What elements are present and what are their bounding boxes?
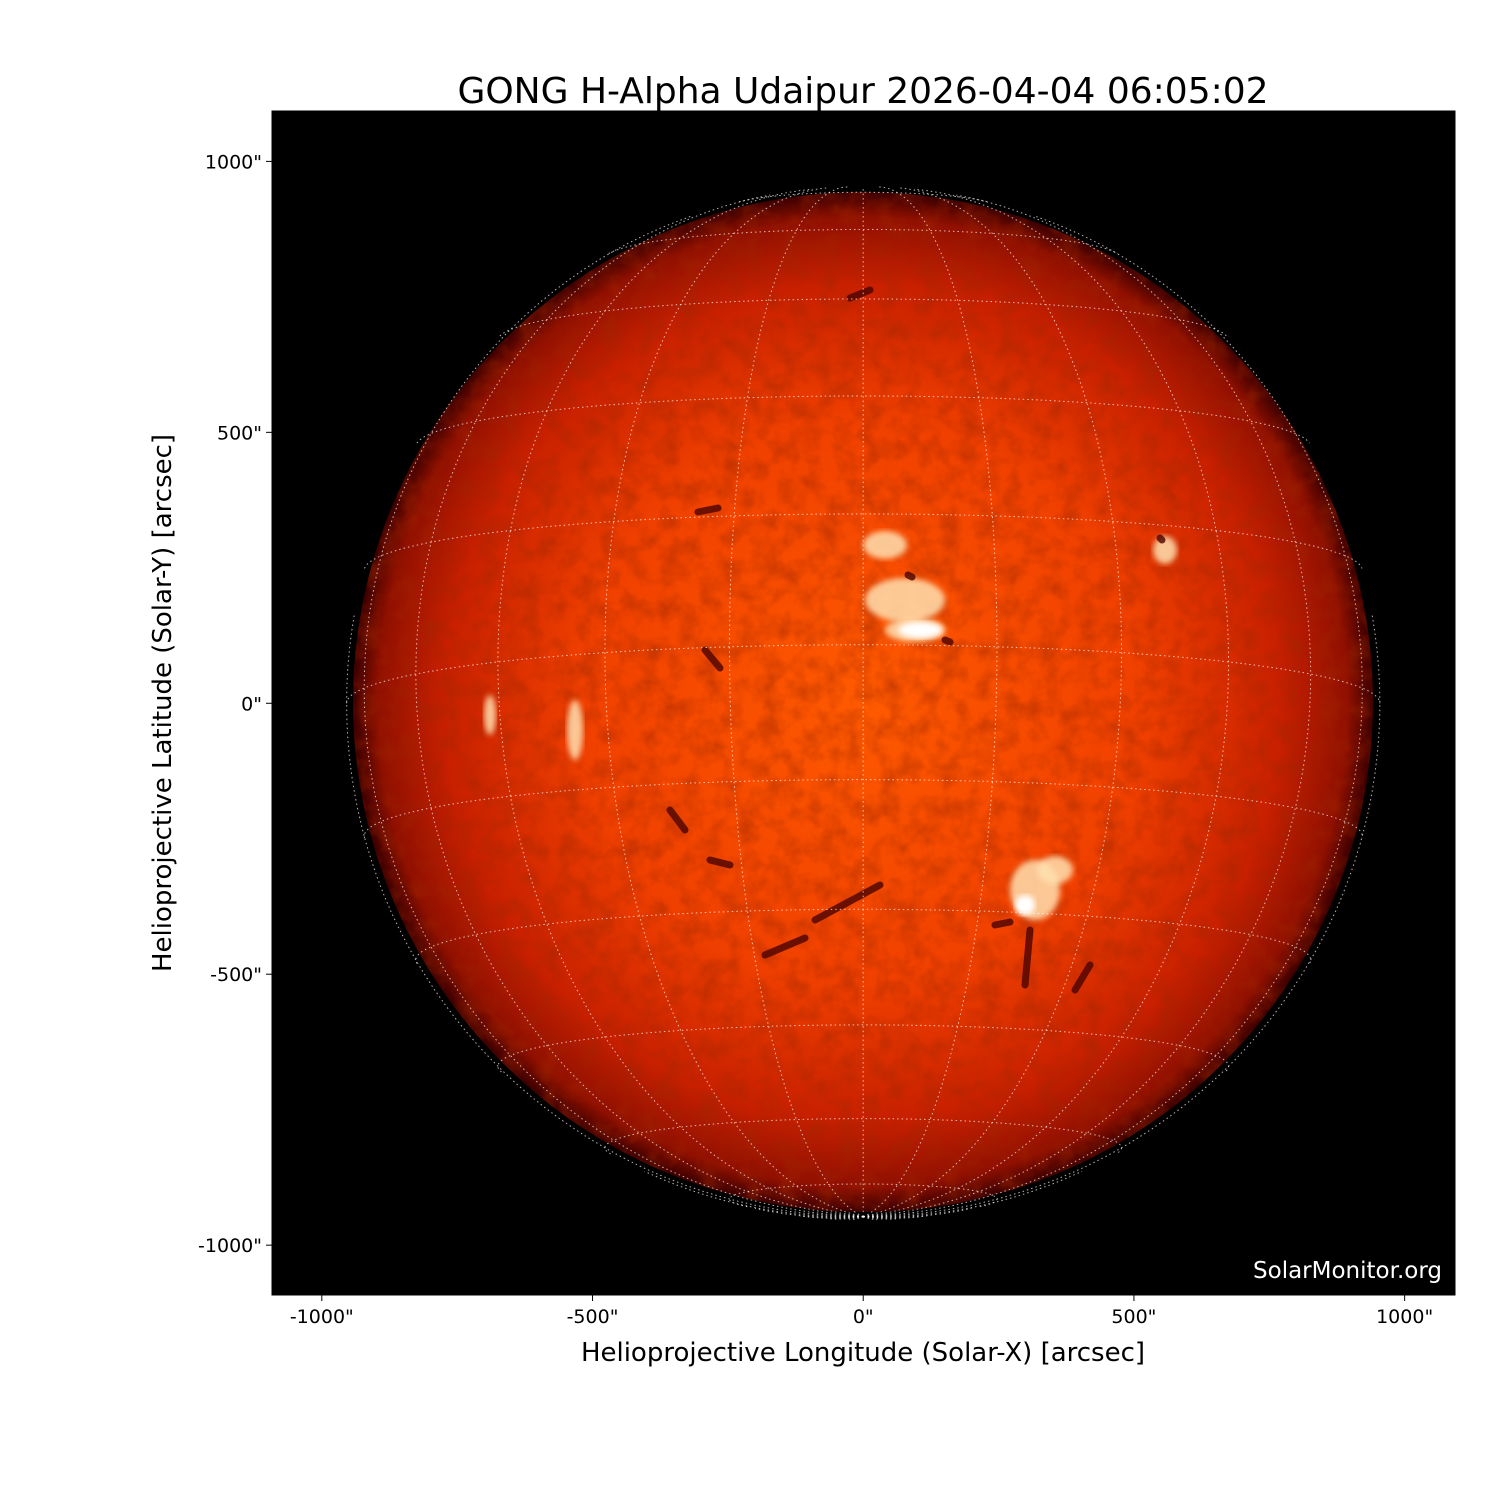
longitude-line [604,187,864,1218]
solar-disk [353,192,1373,1212]
longitude-line [497,188,864,1218]
y-tick-label: 1000" [205,151,262,173]
longitude-line [863,194,1312,1218]
filament [904,571,916,581]
longitude-line [644,1170,864,1218]
filament [1021,926,1034,989]
x-tick-label: 0" [853,1306,874,1328]
x-tick-label: 500" [1111,1306,1156,1328]
longitude-line [827,1216,864,1220]
longitude-line [863,188,1230,1218]
y-axis-label: Helioprojective Latitude (Solar-Y) [arcs… [148,434,178,972]
latitude-line [497,1024,1230,1073]
filament [666,806,689,834]
longitude-line [415,194,864,1218]
filament [761,934,809,959]
filament [811,881,884,924]
filament [941,636,954,646]
latitude-line [499,298,1227,337]
longitude-line [363,215,864,1218]
longitude-line [754,1207,864,1218]
filament [701,646,724,672]
filament [846,286,874,302]
plage [863,531,907,559]
filament [1156,534,1166,544]
y-tick-label: 0" [241,693,262,715]
latitude-line [608,229,1118,255]
filament [706,856,734,869]
x-axis: -1000" -500" 0" 500" 1000" [290,1295,1433,1328]
x-tick-label: -1000" [290,1306,354,1328]
longitude-line [863,1170,1083,1218]
longitude-line [863,614,1381,1218]
y-tick-label: 500" [217,422,262,444]
x-tick-label: 1000" [1376,1306,1433,1328]
plage [567,700,583,760]
longitude-line [863,1215,927,1219]
longitude-line [863,187,1123,1218]
y-axis: -1000" -500" 0" 500" 1000" [198,151,272,1257]
heliographic-grid [346,186,1381,1221]
longitude-line [799,1215,864,1219]
flare-kernel [1015,895,1035,915]
latitude-line [728,1183,998,1208]
filament [1071,961,1094,994]
longitude-line [863,215,1363,1218]
chart-title: GONG H-Alpha Udaipur 2026-04-04 06:05:02 [457,71,1268,112]
filament [991,918,1014,929]
longitude-line [346,614,864,1218]
watermark: SolarMonitor.org [1253,1258,1442,1284]
plage [484,695,496,735]
plage [865,578,945,622]
latitude-line [363,779,1363,839]
y-tick-label: -1000" [198,1235,262,1257]
plage [1037,856,1073,884]
longitude-line [863,1216,900,1220]
flare-kernel [898,622,942,638]
longitude-line [863,1207,972,1218]
y-tick-label: -500" [210,964,262,986]
x-tick-label: -500" [567,1306,619,1328]
plage [1153,536,1177,564]
filament [694,504,722,516]
x-axis-label: Helioprojective Longitude (Solar-X) [arc… [581,1338,1145,1368]
